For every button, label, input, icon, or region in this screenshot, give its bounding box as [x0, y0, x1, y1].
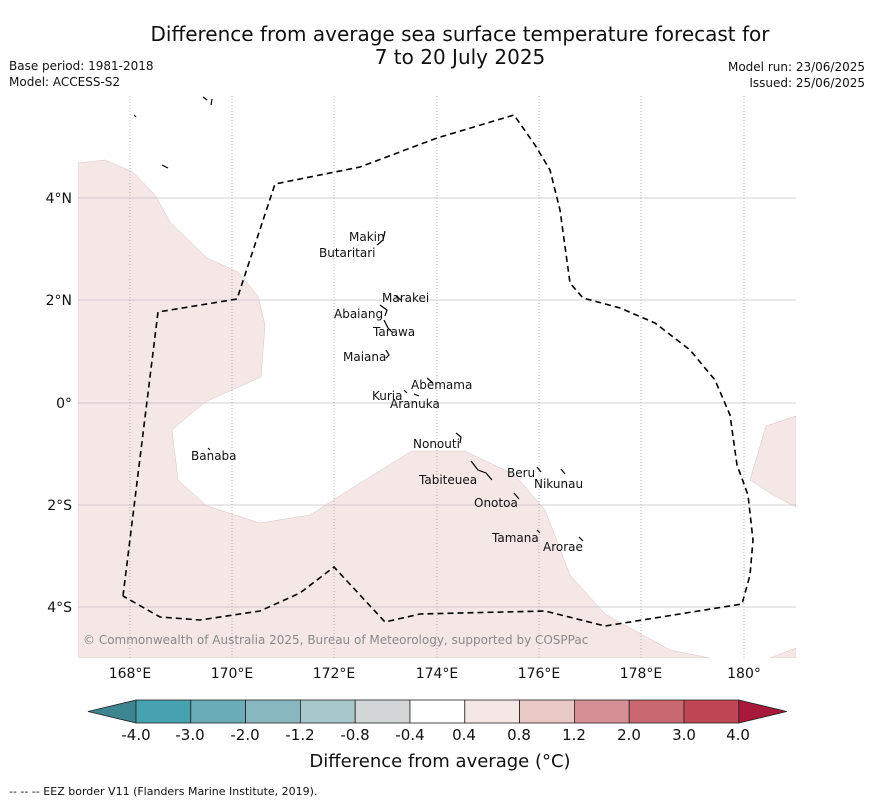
island-label-aranuka: Aranuka: [390, 397, 440, 411]
island-label-marakei: Marakei: [382, 291, 429, 305]
colorbar-label: -0.4: [395, 726, 425, 744]
lat-tick-2s: 2°S: [47, 498, 72, 514]
model-run: Model run: 23/06/2025: [727, 60, 865, 74]
island-label-abaiang: Abaiang: [334, 307, 383, 321]
lon-tick-168e: 168°E: [109, 666, 152, 682]
colorbar-segment: [628, 699, 685, 724]
lat-tick-4s: 4°S: [47, 600, 72, 616]
lon-tick-178e: 178°E: [620, 666, 663, 682]
colorbar-label: -4.0: [121, 726, 151, 744]
lat-tick-2n: 2°N: [46, 293, 72, 309]
title-line-1: Difference from average sea surface temp…: [150, 22, 770, 46]
lon-tick-172e: 172°E: [313, 666, 356, 682]
colorbar-segment: [245, 699, 301, 724]
island-shapes: [133, 96, 584, 542]
lon-tick-170e: 170°E: [211, 666, 254, 682]
colorbar-label: -2.0: [230, 726, 260, 744]
island-label-tabiteuea: Tabiteuea: [418, 473, 477, 487]
lon-tick-180: 180°: [727, 666, 761, 682]
island-label-maiana: Maiana: [343, 350, 386, 364]
colorbar-segment: [354, 699, 411, 724]
eez-legend-note: -- -- -- EEZ border V11 (Flanders Marine…: [9, 785, 318, 798]
island-label-tamana: Tamana: [491, 531, 539, 545]
colorbar-segment: [135, 699, 192, 724]
colorbar-label: 4.0: [726, 726, 750, 744]
base-period: Base period: 1981-2018: [9, 59, 154, 73]
gridlines: [78, 96, 796, 658]
anomaly-area-east: [749, 415, 796, 508]
issued-date: Issued: 25/06/2025: [749, 76, 865, 90]
colorbar-segment: [190, 699, 247, 724]
lon-tick-176e: 176°E: [518, 666, 561, 682]
island-label-butaritari: Butaritari: [319, 246, 376, 260]
island-label-nikunau: Nikunau: [534, 477, 583, 491]
colorbar-segment: [299, 699, 356, 724]
island-label-banaba: Banaba: [191, 449, 237, 463]
colorbar-extend-high: [738, 699, 787, 724]
title-line-2: 7 to 20 July 2025: [374, 45, 546, 69]
colorbar-label: 3.0: [672, 726, 696, 744]
island-label-beru: Beru: [507, 466, 535, 480]
colorbar-segment: [574, 699, 630, 724]
island-label-onotoa: Onotoa: [474, 496, 518, 510]
lat-tick-0: 0°: [56, 396, 72, 412]
lat-tick-4n: 4°N: [46, 191, 72, 207]
colorbar-label: -0.8: [340, 726, 370, 744]
island-label-abemama: Abemama: [411, 378, 472, 392]
colorbar-extend-low: [87, 699, 137, 724]
colorbar: [87, 699, 787, 724]
island-label-kuria: Kuria: [372, 389, 403, 403]
island-label-nonouti: Nonouti: [413, 437, 460, 451]
lon-tick-174e: 174°E: [416, 666, 459, 682]
colorbar-label: 2.0: [617, 726, 641, 744]
colorbar-label: 0.8: [507, 726, 531, 744]
eez-border: [122, 114, 754, 627]
island-label-tarawa: Tarawa: [372, 325, 415, 339]
colorbar-segment: [519, 699, 575, 724]
model-name: Model: ACCESS-S2: [9, 75, 121, 89]
colorbar-segment: [683, 699, 740, 724]
copyright-notice: © Commonwealth of Australia 2025, Bureau…: [83, 633, 588, 647]
anomaly-area-west: [78, 159, 711, 658]
colorbar-segment: [464, 699, 520, 724]
colorbar-label: 0.4: [452, 726, 476, 744]
colorbar-label: -1.2: [285, 726, 315, 744]
colorbar-title: Difference from average (°C): [309, 751, 571, 772]
island-label-makin: Makin: [349, 230, 385, 244]
anomaly-area-southeast: [769, 647, 796, 658]
colorbar-segment: [409, 699, 466, 724]
colorbar-label: -3.0: [175, 726, 205, 744]
island-label-arorae: Arorae: [543, 540, 583, 554]
colorbar-label: 1.2: [562, 726, 586, 744]
